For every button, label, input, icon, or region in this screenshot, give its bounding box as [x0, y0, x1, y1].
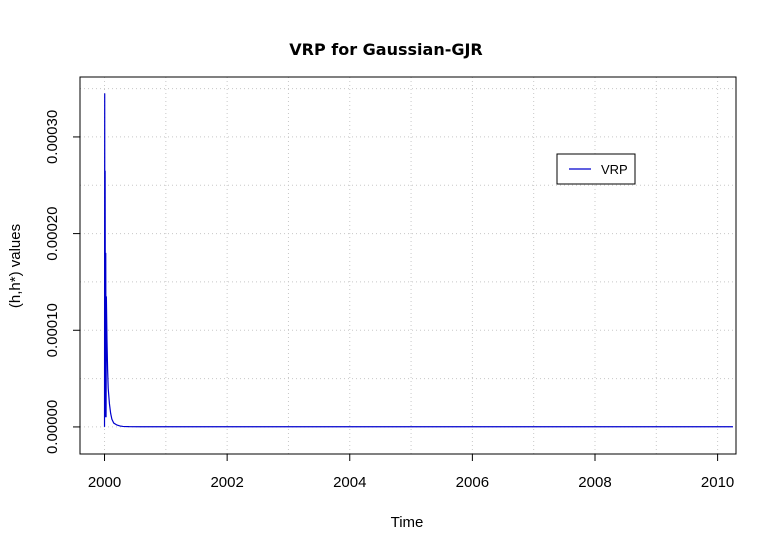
series-layer: [103, 93, 733, 428]
y-tick-label: 0.00000: [44, 400, 61, 454]
legend-label-vrp: VRP: [601, 162, 628, 177]
legend: VRP: [556, 153, 636, 185]
y-tick-label: 0.00010: [44, 303, 61, 357]
grid: [80, 77, 736, 454]
x-tick-label: 2006: [456, 474, 489, 491]
plot-frame: [79, 76, 737, 455]
y-axis-label: (h,h*) values: [7, 224, 24, 308]
x-tick-label: 2000: [88, 474, 121, 491]
x-tick-label: 2002: [210, 474, 243, 491]
x-tick-label: 2008: [578, 474, 611, 491]
y-tick-label: 0.00030: [44, 110, 61, 164]
x-axis-label: Time: [391, 514, 424, 531]
x-axis: 2000 2002 2004 2006 2008 2010: [88, 454, 734, 491]
chart-title: VRP for Gaussian-GJR: [289, 40, 483, 59]
x-tick-label: 2010: [701, 474, 734, 491]
y-axis: 0.00000 0.00010 0.00020 0.00030: [44, 110, 80, 454]
series-line-vrp: [103, 93, 733, 428]
y-tick-label: 0.00020: [44, 206, 61, 260]
x-tick-label: 2004: [333, 474, 366, 491]
